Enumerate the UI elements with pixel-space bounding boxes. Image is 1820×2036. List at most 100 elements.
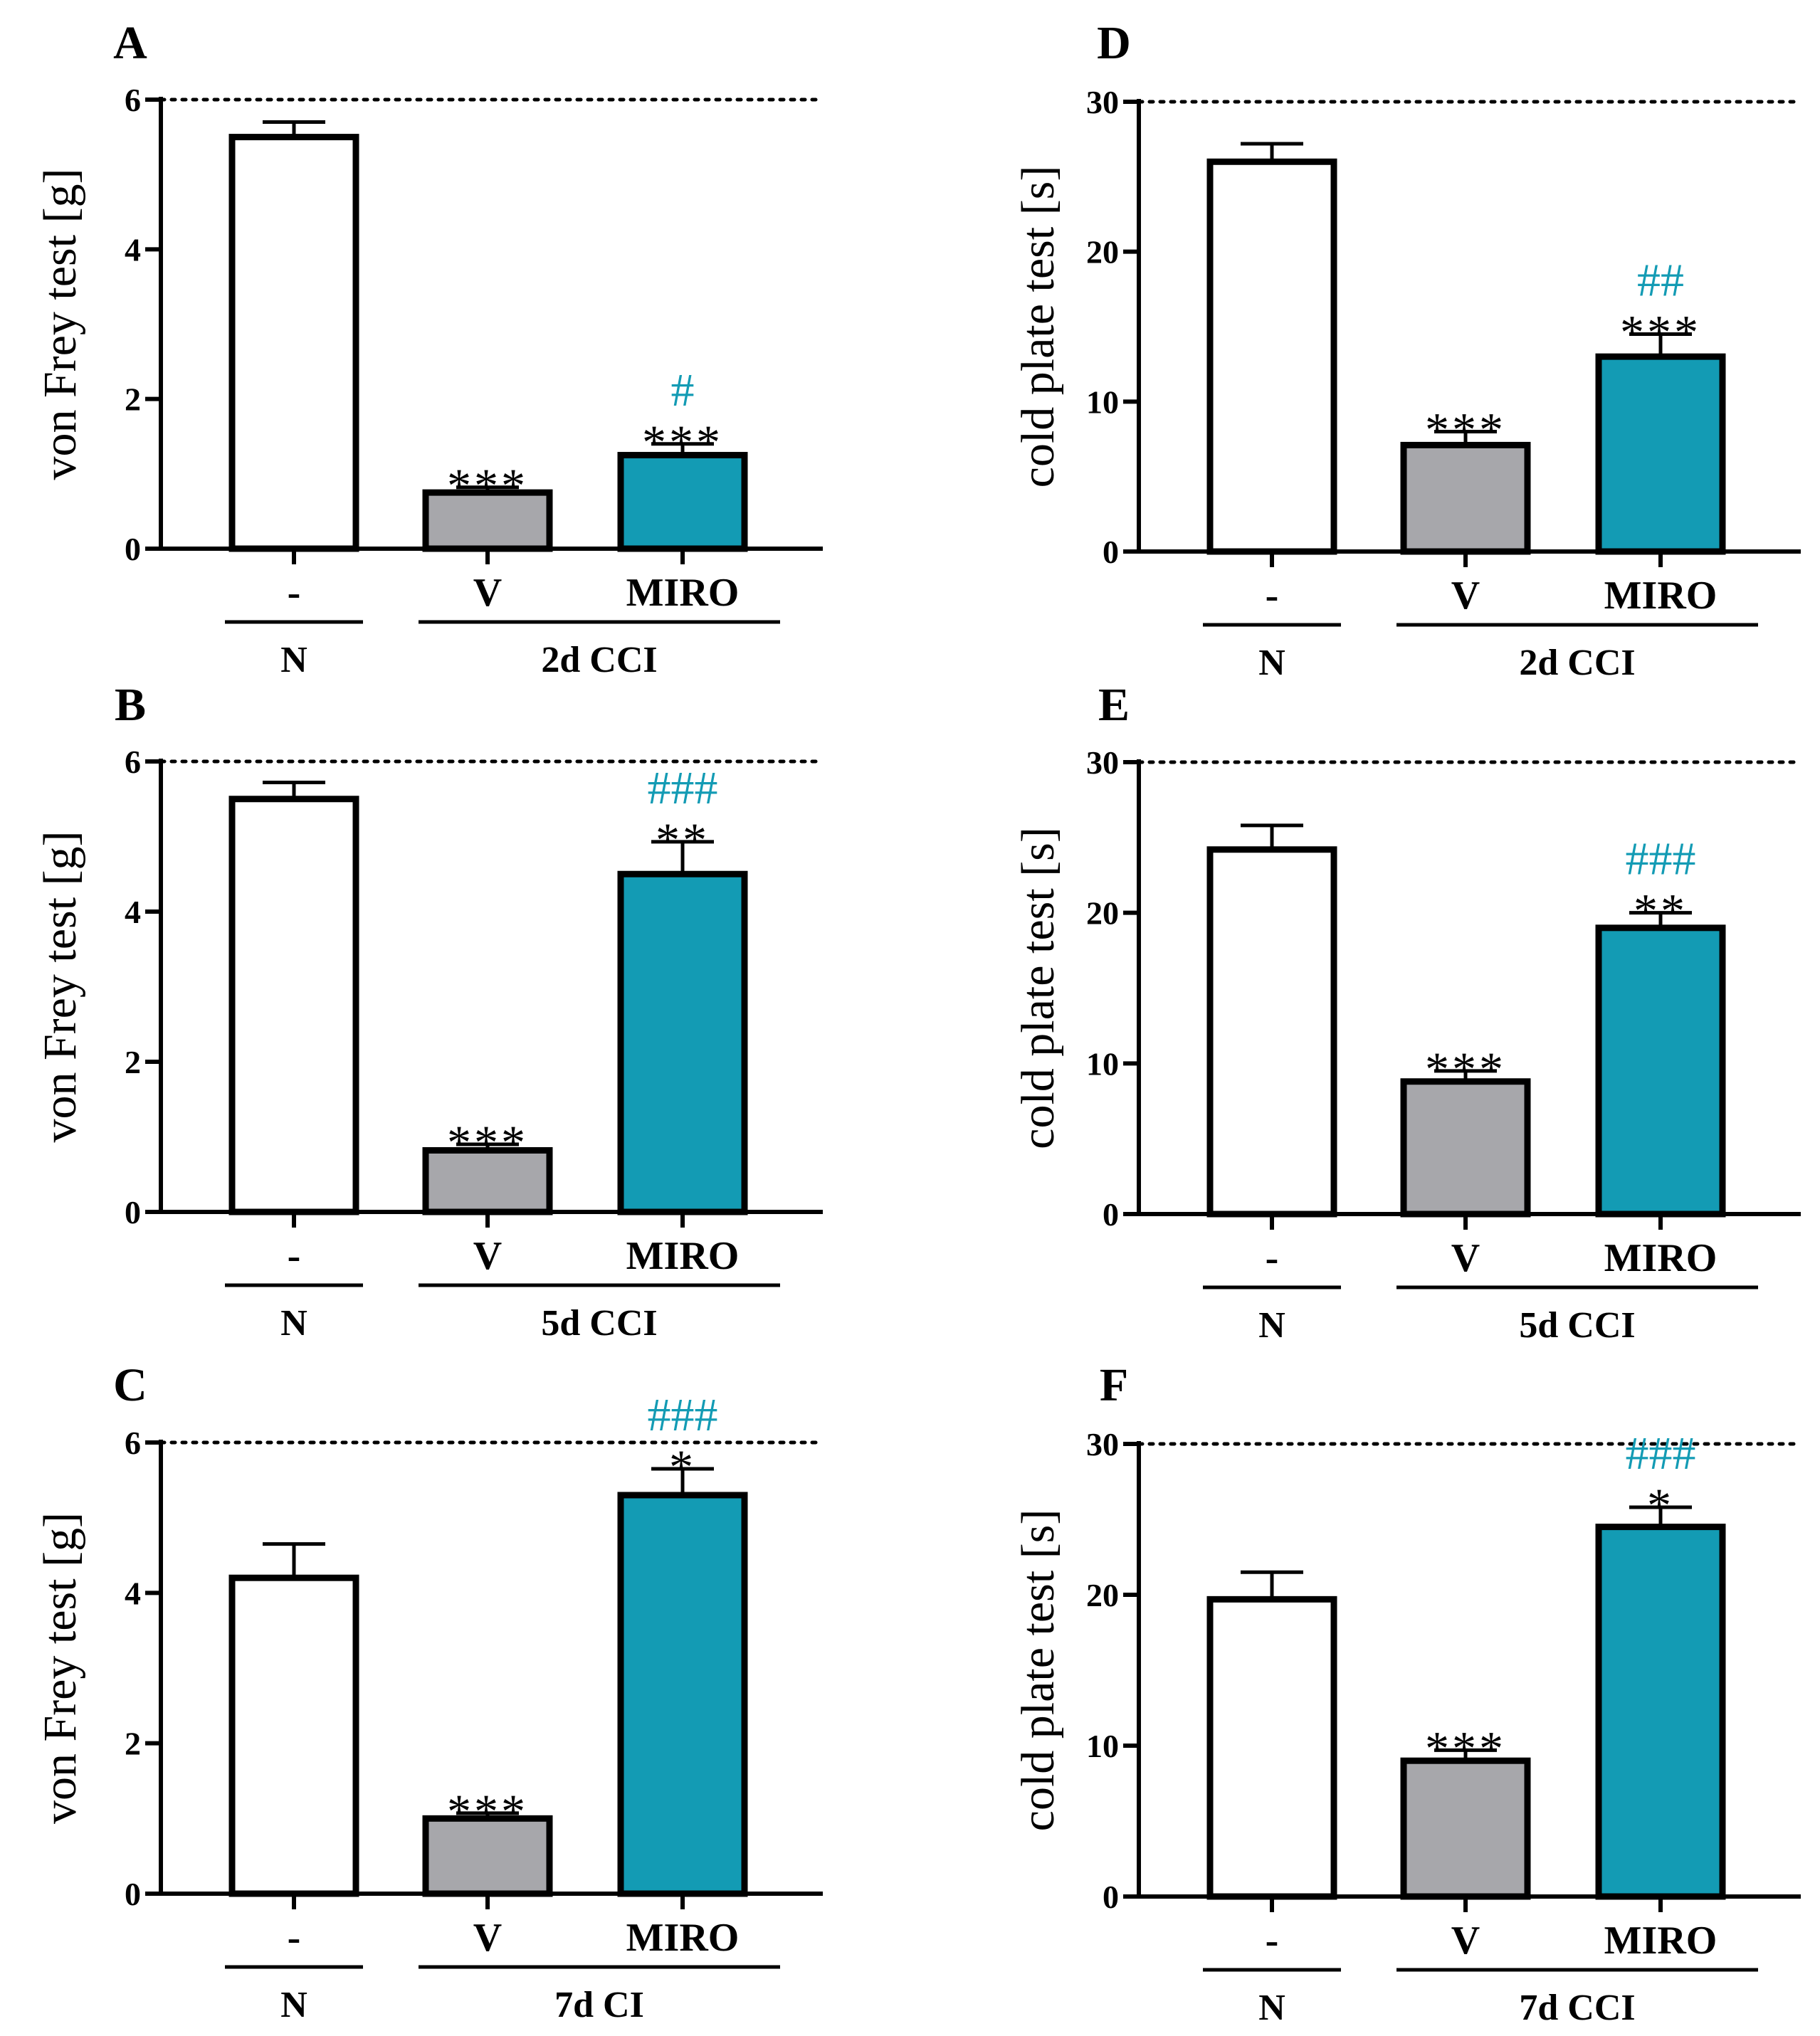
significance-hashes: ### (1626, 1428, 1696, 1479)
panel-letter: E (1098, 679, 1130, 731)
bar-dash (1206, 846, 1337, 1218)
x-category-label: V (1451, 1236, 1480, 1280)
y-tick-label: 0 (125, 531, 141, 567)
panel-letter: F (1100, 1359, 1128, 1411)
panel-letter: C (113, 1359, 147, 1411)
x-category-label: - (1266, 1919, 1279, 1963)
bar-dash (228, 134, 359, 552)
y-tick-label: 2 (125, 381, 141, 418)
bar-miro (1595, 1524, 1726, 1900)
bar-v (422, 1815, 553, 1897)
y-axis-label: cold plate test [s] (1012, 827, 1064, 1149)
significance-stars: * (1647, 1478, 1674, 1532)
y-axis-label: von Frey test [g] (34, 830, 86, 1142)
y-tick-label: 4 (125, 1575, 141, 1611)
significance-stars: *** (1425, 1721, 1506, 1775)
significance-stars: ** (1634, 884, 1688, 938)
bar-v (1400, 441, 1531, 555)
bar-dash (228, 1574, 359, 1897)
x-category-label: V (473, 571, 502, 615)
x-category-label: MIRO (1604, 1236, 1718, 1280)
x-category-label: MIRO (626, 1234, 740, 1278)
x-category-label: - (288, 1916, 301, 1960)
bar-v (1400, 1078, 1531, 1218)
bar-miro (617, 452, 748, 552)
y-tick-label: 0 (1103, 1196, 1119, 1233)
x-category-label: V (1451, 1919, 1480, 1963)
significance-stars: *** (1620, 305, 1701, 359)
y-tick-label: 4 (125, 894, 141, 930)
significance-stars: * (669, 1440, 696, 1494)
x-category-label: - (1266, 1236, 1279, 1280)
y-axis-label: von Frey test [g] (34, 1512, 86, 1824)
y-tick-label: 30 (1086, 744, 1119, 781)
bar-dash (228, 796, 359, 1215)
group-label: N (280, 640, 307, 680)
bar-miro (1595, 353, 1726, 555)
y-tick-label: 4 (125, 231, 141, 268)
y-tick-label: 0 (1103, 1879, 1119, 1915)
y-axis-label: cold plate test [s] (1012, 166, 1064, 488)
significance-hashes: ### (648, 762, 718, 814)
x-category-label: MIRO (1604, 1919, 1718, 1963)
x-category-label: V (473, 1916, 502, 1960)
group-label: N (280, 1985, 307, 2025)
group-label: N (280, 1303, 307, 1344)
x-category-label: MIRO (626, 571, 740, 615)
significance-stars: *** (447, 458, 528, 512)
group-label: N (1258, 1988, 1285, 2028)
bar-v (422, 1146, 553, 1215)
y-tick-label: 0 (125, 1876, 141, 1912)
x-category-label: - (288, 1234, 301, 1278)
panel-letter: A (113, 17, 147, 69)
bar-dash (1206, 158, 1337, 555)
significance-hashes: ### (1626, 833, 1696, 885)
x-category-label: - (1266, 574, 1279, 618)
bar-dash (1206, 1595, 1337, 1900)
y-tick-label: 0 (1103, 534, 1119, 570)
y-tick-label: 20 (1086, 1577, 1119, 1613)
significance-stars: *** (1425, 402, 1506, 456)
x-category-label: - (288, 571, 301, 615)
group-label: 2d CCI (541, 640, 657, 680)
group-label: 5d CCI (541, 1303, 657, 1344)
x-category-label: V (473, 1234, 502, 1278)
y-tick-label: 0 (125, 1194, 141, 1230)
group-label: 7d CI (554, 1985, 644, 2025)
bar-miro (1595, 924, 1726, 1218)
group-label: N (1258, 643, 1285, 683)
y-tick-label: 30 (1086, 84, 1119, 120)
y-tick-label: 10 (1086, 1728, 1119, 1764)
y-tick-label: 10 (1086, 384, 1119, 420)
group-label: 2d CCI (1519, 643, 1635, 683)
significance-stars: ** (656, 813, 710, 867)
y-axis-label: von Frey test [g] (34, 168, 86, 480)
y-tick-label: 6 (125, 744, 141, 780)
group-label: N (1258, 1305, 1285, 1346)
significance-hashes: ## (1637, 255, 1684, 307)
x-category-label: MIRO (626, 1916, 740, 1960)
group-label: 5d CCI (1519, 1305, 1635, 1346)
panel-letter: D (1097, 17, 1131, 69)
x-category-label: MIRO (1604, 574, 1718, 618)
significance-stars: *** (1425, 1042, 1506, 1096)
panel-letter: B (115, 679, 146, 731)
significance-stars: *** (642, 415, 723, 469)
bar-miro (617, 1492, 748, 1897)
significance-stars: *** (447, 1784, 528, 1838)
y-tick-label: 2 (125, 1726, 141, 1762)
y-tick-label: 10 (1086, 1045, 1119, 1082)
bar-v (1400, 1757, 1531, 1900)
bar-miro (617, 870, 748, 1215)
group-label: 7d CCI (1519, 1988, 1635, 2028)
y-axis-label: cold plate test [s] (1012, 1509, 1064, 1832)
y-tick-label: 6 (125, 1425, 141, 1461)
y-tick-label: 6 (125, 82, 141, 118)
y-tick-label: 2 (125, 1044, 141, 1080)
